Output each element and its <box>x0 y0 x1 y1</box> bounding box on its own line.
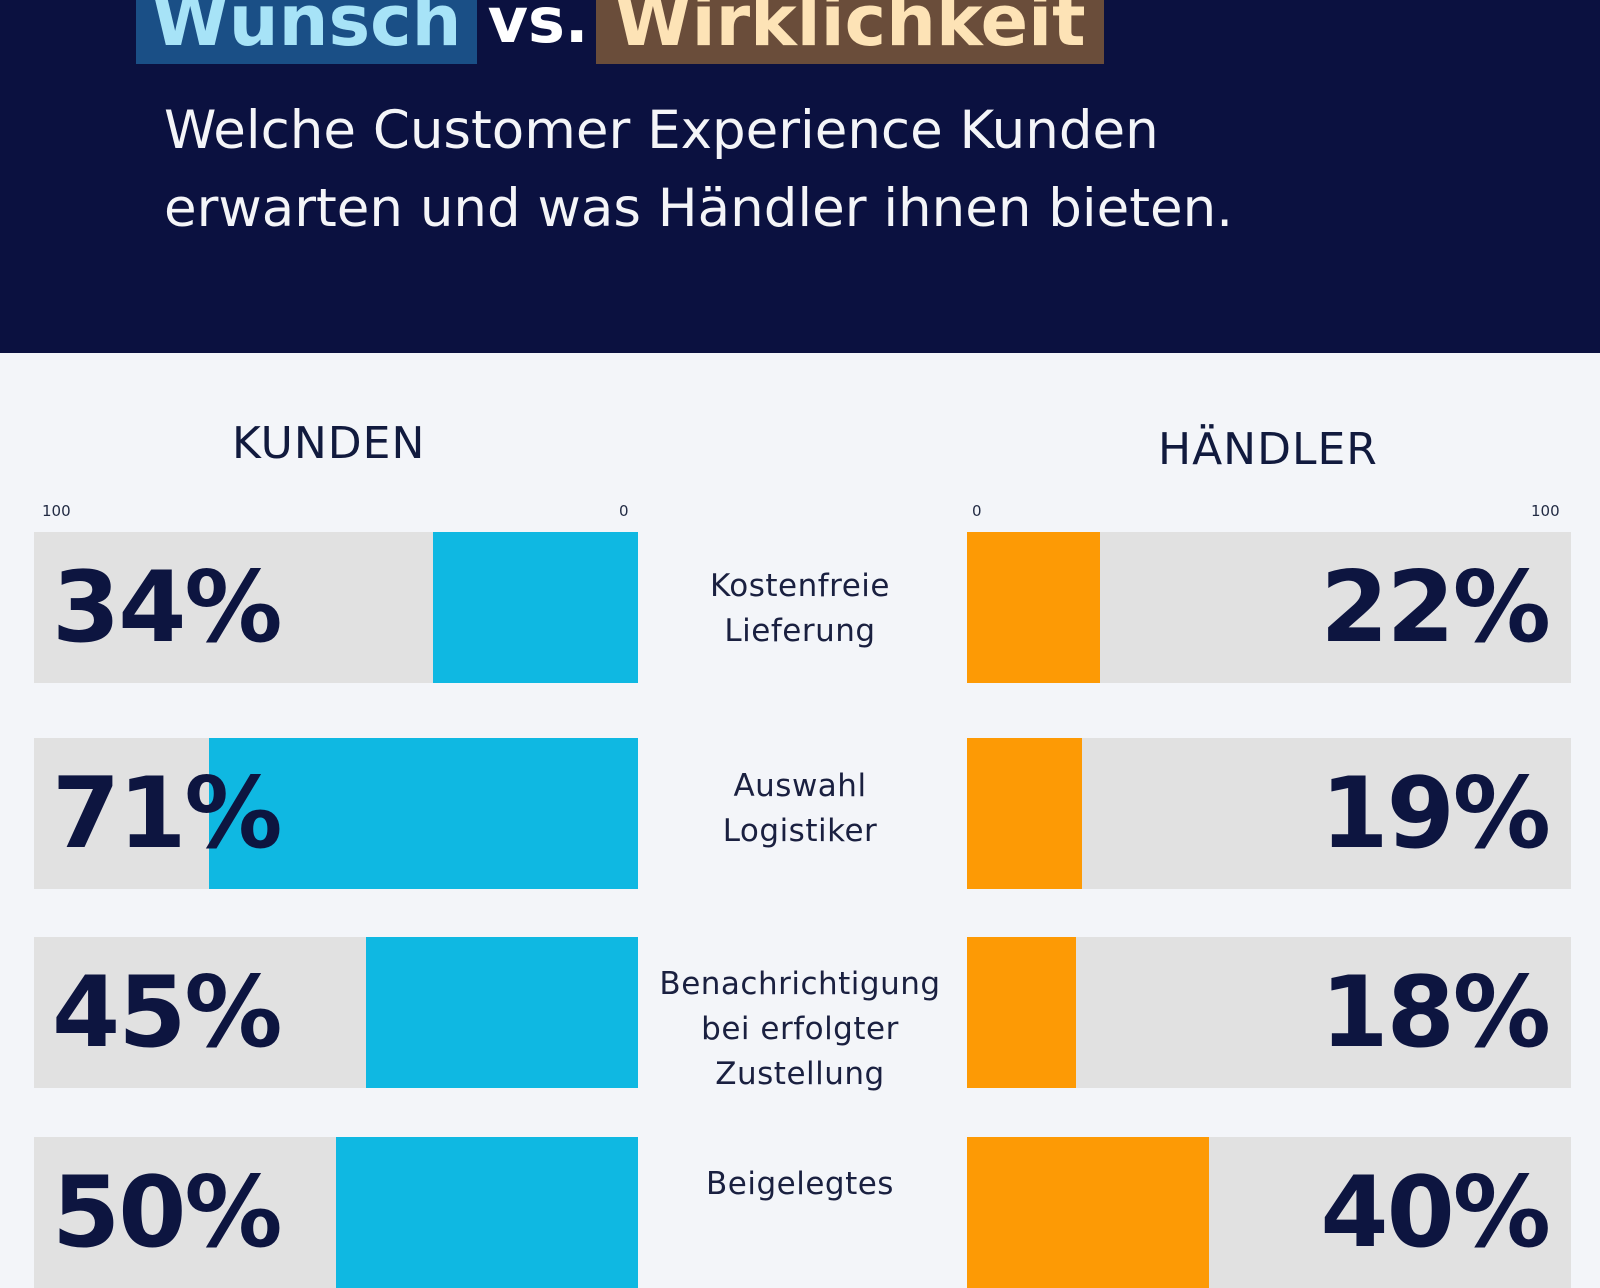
category-label-row-2: Auswahl Logistiker <box>640 764 960 854</box>
category-label-line: Benachrichtigung <box>659 966 941 1002</box>
kunden-value-label-row-1: 34% <box>52 550 283 665</box>
category-label-row-3: Benachrichtigung bei erfolgter Zustellung <box>640 962 960 1097</box>
haendler-value-label-row-2: 19% <box>1320 756 1551 871</box>
haendler-bar-row-2 <box>967 738 1082 889</box>
haendler-bar-row-4 <box>967 1137 1209 1288</box>
haendler-track-row-2: 19% <box>967 738 1571 889</box>
category-label-line: bei erfolgter <box>701 1011 899 1047</box>
haendler-value-label-row-1: 22% <box>1320 550 1551 665</box>
haendler-track-row-3: 18% <box>967 937 1571 1088</box>
kunden-track-row-1: 34% <box>34 532 638 683</box>
haendler-bar-row-3 <box>967 937 1076 1088</box>
category-label-line: Logistiker <box>722 813 878 849</box>
haendler-track-row-4: 40% <box>967 1137 1571 1288</box>
subtitle: Welche Customer Experience Kunden erwart… <box>164 92 1464 248</box>
haendler-value-label-row-3: 18% <box>1320 955 1551 1070</box>
title-wirklichkeit: Wirklichkeit <box>596 0 1104 64</box>
left-axis-max-tick: 100 <box>42 502 71 520</box>
category-label-row-4: Beigelegtes <box>640 1162 960 1207</box>
kunden-track-row-3: 45% <box>34 937 638 1088</box>
right-axis-max-tick: 100 <box>1531 502 1560 520</box>
category-label-line: Zustellung <box>715 1056 885 1092</box>
category-label-line: Lieferung <box>724 613 876 649</box>
subtitle-line-1: Welche Customer Experience Kunden <box>164 100 1159 161</box>
header-banner: Wunsch vs. Wirklichkeit Welche Customer … <box>0 0 1600 353</box>
kunden-bar-row-4 <box>336 1137 638 1288</box>
kunden-column-title: KUNDEN <box>232 418 426 469</box>
kunden-bar-row-1 <box>432 532 638 683</box>
kunden-bar-row-2 <box>209 738 638 889</box>
kunden-value-label-row-4: 50% <box>52 1155 283 1270</box>
kunden-bar-row-3 <box>366 937 638 1088</box>
title-wunsch: Wunsch <box>136 0 477 64</box>
subtitle-line-2: erwarten und was Händler ihnen bieten. <box>164 178 1234 239</box>
category-label-line: Kostenfreie <box>709 568 890 604</box>
haendler-value-label-row-4: 40% <box>1320 1155 1551 1270</box>
category-label-line: Auswahl <box>733 768 867 804</box>
haendler-bar-row-1 <box>967 532 1100 683</box>
category-label-line: Beigelegtes <box>706 1166 894 1202</box>
haendler-column-title: HÄNDLER <box>1158 424 1378 475</box>
kunden-value-label-row-3: 45% <box>52 955 283 1070</box>
kunden-value-label-row-2: 71% <box>52 756 283 871</box>
kunden-track-row-4: 50% <box>34 1137 638 1288</box>
category-label-row-1: Kostenfreie Lieferung <box>640 564 960 654</box>
right-axis-min-tick: 0 <box>972 502 982 520</box>
title-vs: vs. <box>487 0 589 57</box>
left-axis-min-tick: 0 <box>619 502 629 520</box>
haendler-track-row-1: 22% <box>967 532 1571 683</box>
kunden-track-row-2: 71% <box>34 738 638 889</box>
